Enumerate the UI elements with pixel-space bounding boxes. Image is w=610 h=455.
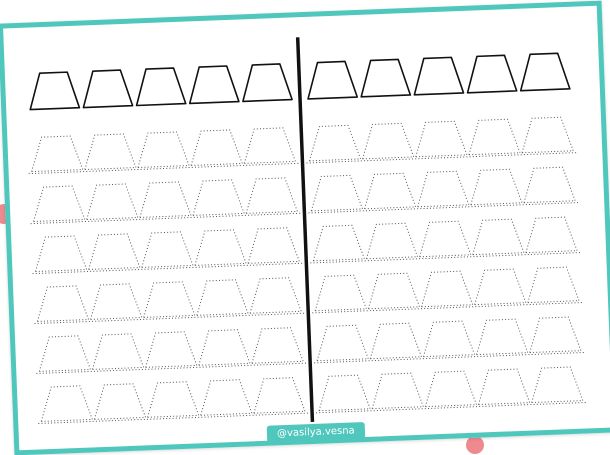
model-trapezoid-icon xyxy=(188,65,240,105)
watermark-label: @vasilya.vesna xyxy=(266,421,366,444)
model-trapezoid-icon xyxy=(135,67,187,107)
trace-trapezoid-icon xyxy=(38,335,92,372)
trace-trapezoid-icon xyxy=(521,116,574,154)
trace-baseline xyxy=(316,401,586,414)
trace-baseline xyxy=(36,362,307,375)
trace-trapezoid-icon xyxy=(529,316,582,354)
trace-trapezoid-icon xyxy=(245,177,299,214)
trace-trapezoid-icon xyxy=(371,372,425,410)
trace-trapezoid-icon xyxy=(422,320,476,358)
trace-trapezoid-icon xyxy=(141,231,194,268)
trace-trapezoid-icon xyxy=(361,122,415,160)
trace-trapezoid-icon xyxy=(40,385,94,422)
trace-trapezoid-icon xyxy=(91,333,145,370)
trace-trapezoid-icon xyxy=(523,166,576,204)
trace-trapezoid-icon xyxy=(308,124,362,162)
trace-trapezoid-icon xyxy=(318,374,371,412)
trace-trapezoid-icon xyxy=(470,168,523,206)
model-trapezoid-icon xyxy=(29,71,81,111)
trace-trapezoid-icon xyxy=(144,331,198,368)
trace-trapezoid-icon xyxy=(468,118,521,156)
trace-trapezoid-icon xyxy=(310,174,364,212)
trace-trapezoid-icon xyxy=(316,324,369,362)
trace-trapezoid-icon xyxy=(473,268,527,306)
trace-trapezoid-icon xyxy=(89,283,143,320)
trace-trapezoid-icon xyxy=(34,235,88,273)
trace-trapezoid-icon xyxy=(367,272,421,310)
trace-trapezoid-icon xyxy=(190,129,243,166)
model-trapezoid-icon xyxy=(519,52,571,92)
trace-baseline xyxy=(32,262,303,275)
center-divider-line xyxy=(295,37,315,423)
trace-trapezoid-icon xyxy=(472,218,525,256)
trace-trapezoid-icon xyxy=(253,377,306,414)
trace-trapezoid-icon xyxy=(198,329,251,366)
trace-trapezoid-icon xyxy=(32,185,86,223)
trace-trapezoid-icon xyxy=(247,227,300,264)
trace-trapezoid-icon xyxy=(30,135,84,173)
trace-trapezoid-icon xyxy=(415,120,468,158)
trace-trapezoid-icon xyxy=(416,170,470,208)
trace-baseline xyxy=(306,152,577,164)
trace-trapezoid-icon xyxy=(363,172,417,210)
trace-trapezoid-icon xyxy=(243,127,297,164)
model-trapezoid-icon xyxy=(466,54,518,94)
trace-trapezoid-icon xyxy=(365,222,419,260)
trace-trapezoid-icon xyxy=(249,277,302,314)
trace-trapezoid-icon xyxy=(36,285,90,322)
trace-trapezoid-icon xyxy=(194,229,247,266)
trace-trapezoid-icon xyxy=(530,366,584,404)
trace-baseline xyxy=(314,351,585,364)
trace-baseline xyxy=(312,302,583,314)
trace-baseline xyxy=(30,212,301,225)
trace-trapezoid-icon xyxy=(369,322,423,360)
trace-baseline xyxy=(34,312,305,325)
trace-trapezoid-icon xyxy=(312,224,366,262)
model-trapezoid-icon xyxy=(242,63,293,103)
worksheet-drawing xyxy=(28,37,586,424)
trace-baseline xyxy=(310,252,581,264)
trace-trapezoid-icon xyxy=(314,274,368,312)
trace-trapezoid-icon xyxy=(192,179,245,216)
trace-trapezoid-icon xyxy=(418,220,472,258)
trace-trapezoid-icon xyxy=(525,216,578,254)
model-trapezoid-icon xyxy=(360,58,412,98)
trace-trapezoid-icon xyxy=(93,383,147,420)
trace-trapezoid-icon xyxy=(200,379,253,416)
model-trapezoid-icon xyxy=(82,69,134,109)
model-trapezoid-icon xyxy=(307,60,359,100)
trace-trapezoid-icon xyxy=(251,327,304,364)
trace-trapezoid-icon xyxy=(475,318,529,356)
trace-baseline xyxy=(28,162,299,175)
trace-trapezoid-icon xyxy=(477,368,531,406)
trace-trapezoid-icon xyxy=(424,370,478,408)
trace-baseline xyxy=(308,202,579,214)
trace-trapezoid-icon xyxy=(420,270,474,308)
trace-trapezoid-icon xyxy=(84,133,137,171)
trace-trapezoid-icon xyxy=(527,266,580,304)
trace-trapezoid-icon xyxy=(139,181,192,218)
trace-trapezoid-icon xyxy=(146,381,200,418)
pink-dot-bottom xyxy=(466,436,484,454)
model-trapezoid-icon xyxy=(413,56,465,96)
trace-trapezoid-icon xyxy=(196,279,249,316)
trace-trapezoid-icon xyxy=(143,281,196,318)
trace-trapezoid-icon xyxy=(86,183,139,221)
trace-trapezoid-icon xyxy=(137,131,190,169)
trace-trapezoid-icon xyxy=(87,233,141,270)
trace-baseline xyxy=(38,412,309,424)
